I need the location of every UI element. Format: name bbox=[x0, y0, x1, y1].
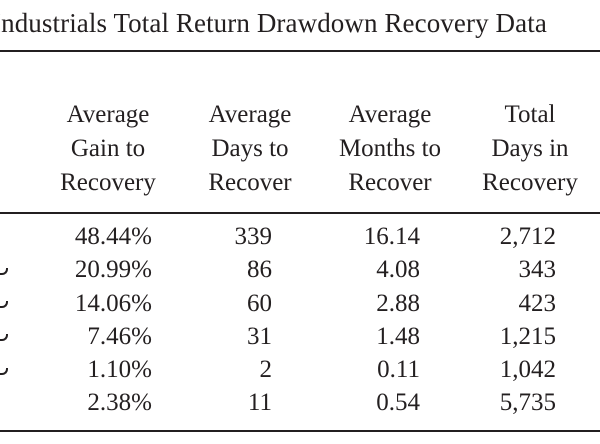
table-row: 48.44% 339 16.14 2,712 bbox=[0, 220, 600, 253]
header-line: Months to bbox=[338, 135, 442, 162]
table-row: 14.06% 60 2.88 423 bbox=[0, 287, 600, 320]
cell-average-months: 0.11 bbox=[377, 356, 420, 384]
header-line: Recover bbox=[208, 169, 292, 196]
cell-average-months: 4.08 bbox=[376, 256, 420, 284]
table-row: 1.10% 2 0.11 1,042 bbox=[0, 353, 600, 386]
clipped-glyph bbox=[0, 334, 8, 341]
header-line: Recovery bbox=[482, 169, 578, 196]
cell-average-months: 0.54 bbox=[376, 389, 420, 417]
header-line: Recovery bbox=[60, 169, 156, 196]
cell-average-gain: 1.10% bbox=[87, 356, 152, 384]
cell-total-days: 2,712 bbox=[499, 223, 556, 250]
header-line: Days to bbox=[211, 135, 289, 162]
header-total-days-in-recovery: Total Days in Recovery bbox=[470, 98, 590, 200]
header-line: Average bbox=[66, 101, 150, 128]
cell-average-gain: 7.46% bbox=[87, 322, 152, 350]
clipped-glyph bbox=[0, 368, 8, 375]
header-line: Average bbox=[348, 101, 432, 128]
cell-average-gain: 14.06% bbox=[74, 289, 152, 317]
cell-total-days: 1,215 bbox=[499, 322, 556, 350]
bottom-rule bbox=[0, 430, 600, 432]
clipped-glyph bbox=[0, 268, 8, 275]
cell-average-months: 1.48 bbox=[376, 322, 420, 350]
top-rule bbox=[0, 50, 600, 52]
table-row: 2.38% 11 0.54 5,735 bbox=[0, 386, 600, 419]
table-row: 7.46% 31 1.48 1,215 bbox=[0, 320, 600, 353]
cell-average-months: 2.88 bbox=[376, 289, 420, 317]
cell-average-days: 31 bbox=[247, 322, 272, 350]
cell-total-days: 343 bbox=[518, 256, 557, 284]
header-average-days-to-recover: Average Days to Recover bbox=[195, 98, 305, 200]
cell-total-days: 423 bbox=[518, 289, 557, 317]
clipped-glyph bbox=[0, 301, 8, 308]
cell-average-days: 339 bbox=[234, 223, 273, 250]
header-rule bbox=[0, 212, 600, 214]
cell-average-days: 11 bbox=[247, 389, 272, 417]
header-line: Total bbox=[504, 101, 556, 128]
header-line: Recover bbox=[348, 169, 432, 196]
cell-average-days: 86 bbox=[247, 256, 272, 284]
table-body: 48.44% 339 16.14 2,712 20.99% 86 4.08 34… bbox=[0, 220, 600, 420]
table-row: 20.99% 86 4.08 343 bbox=[0, 253, 600, 286]
header-average-months-to-recover: Average Months to Recover bbox=[322, 98, 458, 200]
cell-average-days: 2 bbox=[259, 356, 273, 384]
header-average-gain-to-recovery: Average Gain to Recovery bbox=[48, 98, 168, 200]
table-title: Industrials Total Return Drawdown Recove… bbox=[0, 8, 547, 38]
cell-average-gain: 48.44% bbox=[74, 223, 152, 250]
cell-average-gain: 20.99% bbox=[74, 256, 152, 284]
cell-average-months: 16.14 bbox=[363, 223, 420, 250]
header-line: Days in bbox=[491, 135, 569, 162]
header-line: Gain to bbox=[70, 135, 146, 162]
header-line: Average bbox=[208, 101, 292, 128]
cell-average-days: 60 bbox=[247, 289, 272, 317]
cell-total-days: 5,735 bbox=[499, 389, 556, 417]
cell-average-gain: 2.38% bbox=[87, 389, 152, 417]
cell-total-days: 1,042 bbox=[499, 356, 556, 384]
